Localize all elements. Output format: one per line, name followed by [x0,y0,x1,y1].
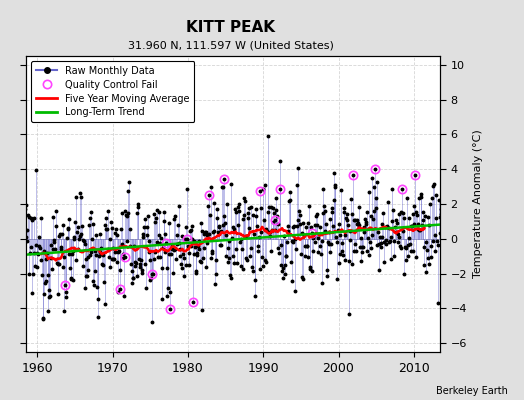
Legend: Raw Monthly Data, Quality Control Fail, Five Year Moving Average, Long-Term Tren: Raw Monthly Data, Quality Control Fail, … [31,61,194,122]
Text: KITT PEAK: KITT PEAK [186,20,275,35]
Text: 31.960 N, 111.597 W (United States): 31.960 N, 111.597 W (United States) [128,40,333,50]
Text: Berkeley Earth: Berkeley Earth [436,386,508,396]
Y-axis label: Temperature Anomaly (°C): Temperature Anomaly (°C) [473,130,483,278]
